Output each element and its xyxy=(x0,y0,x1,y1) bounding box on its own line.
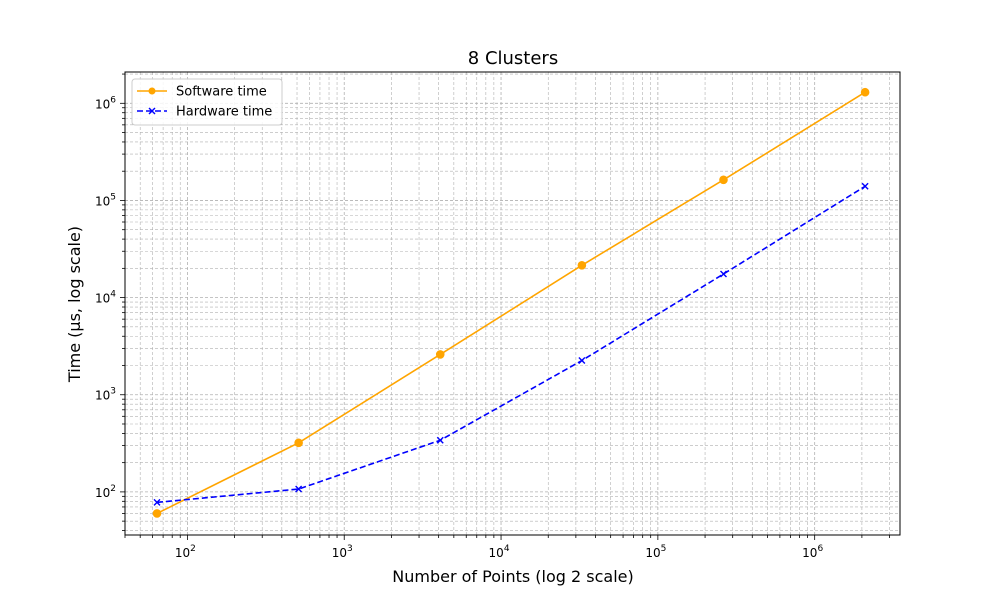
data-point-stroke xyxy=(436,436,444,444)
legend-marker xyxy=(148,107,156,115)
data-point xyxy=(295,485,303,493)
data-point-stroke xyxy=(153,498,161,506)
y-tick-label: 105 xyxy=(95,192,116,208)
data-point xyxy=(860,87,870,97)
data-point-stroke xyxy=(295,485,303,493)
y-tick-label: 103 xyxy=(95,387,116,403)
x-axis-label: Number of Points (log 2 scale) xyxy=(392,567,633,586)
series-layer xyxy=(152,87,870,518)
data-point-stroke xyxy=(720,270,727,278)
data-point-stroke xyxy=(578,357,586,365)
legend-marker xyxy=(148,87,156,95)
series-line xyxy=(156,185,866,504)
plot-frame xyxy=(124,71,901,536)
data-point xyxy=(720,270,727,278)
x-tick-label: 103 xyxy=(332,544,353,560)
data-point xyxy=(861,182,869,190)
legend: Software time Hardware time xyxy=(131,78,283,126)
series-1 xyxy=(153,182,869,506)
data-point xyxy=(153,498,161,506)
data-point xyxy=(435,350,445,359)
y-axis-label: Time (µs, log scale) xyxy=(65,226,84,383)
x-tick-label: 104 xyxy=(489,544,510,560)
legend-marker-stroke xyxy=(148,107,156,115)
tick-layer: 102 103 104 105 106 102 103 104 105 106 xyxy=(95,73,890,560)
chart-title: 8 Clusters xyxy=(468,48,558,69)
data-point xyxy=(294,438,303,448)
y-tick-label: 104 xyxy=(95,290,116,306)
data-point-stroke xyxy=(861,182,869,190)
data-point xyxy=(578,357,586,365)
legend-box xyxy=(131,78,283,126)
y-tick-label: 102 xyxy=(95,484,116,500)
series-line xyxy=(156,91,866,515)
data-point xyxy=(719,175,728,185)
y-tick-label: 106 xyxy=(95,95,116,111)
series-0 xyxy=(152,87,870,518)
x-tick-label: 102 xyxy=(175,544,196,560)
legend-label: Hardware time xyxy=(176,105,272,120)
x-tick-label: 106 xyxy=(802,544,823,560)
legend-label: Software time xyxy=(176,85,267,100)
data-point xyxy=(436,436,444,444)
data-point xyxy=(577,261,587,270)
x-tick-label: 105 xyxy=(645,544,666,560)
grid-layer xyxy=(124,72,900,535)
data-point xyxy=(152,509,162,518)
